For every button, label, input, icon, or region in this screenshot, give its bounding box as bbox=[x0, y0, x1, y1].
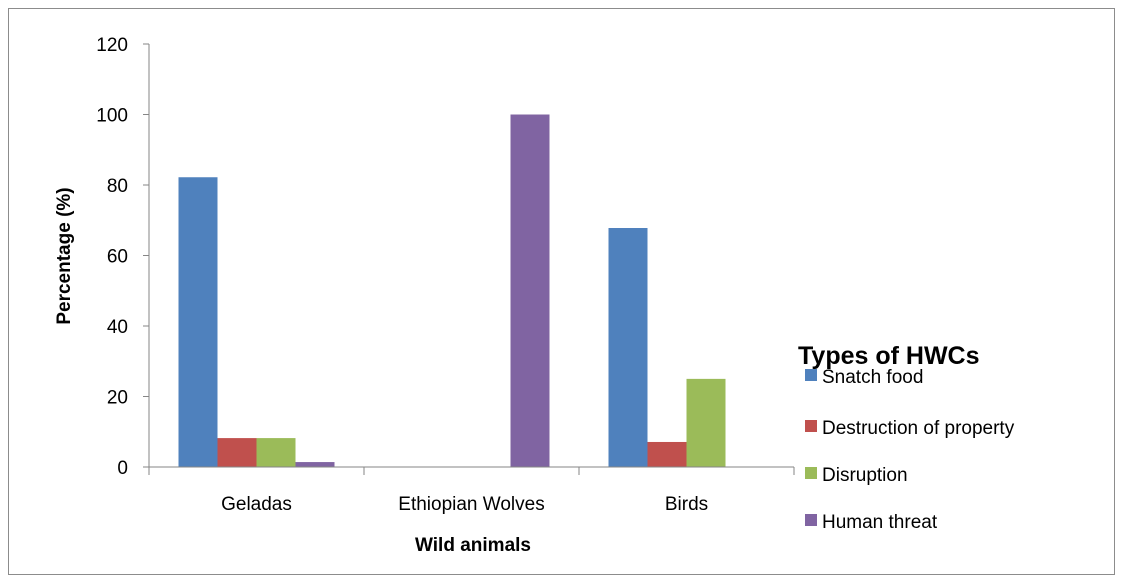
x-tick-label: Birds bbox=[665, 494, 708, 515]
legend-swatch bbox=[805, 514, 817, 526]
bar-disruption-birds bbox=[686, 378, 726, 467]
y-tick-label: 40 bbox=[107, 317, 128, 338]
bar-human-threat-ethiopian-wolves bbox=[510, 114, 550, 467]
bar-disruption-geladas bbox=[256, 438, 296, 467]
bar-destruction-of-property-birds bbox=[647, 441, 687, 467]
legend: Types of HWCs Snatch food Destruction of … bbox=[798, 342, 1015, 533]
bar-snatch-food-geladas bbox=[178, 177, 218, 467]
x-tick-label: Geladas bbox=[221, 494, 292, 515]
y-axis-title: Percentage (%) bbox=[54, 187, 75, 324]
legend-label: Human threat bbox=[822, 512, 938, 533]
y-tick-label: 120 bbox=[96, 35, 128, 56]
legend-label: Snatch food bbox=[822, 367, 923, 388]
plot-area: 0 20 40 60 80 100 120 Geladas Ethiopian Wolves Bi… bbox=[96, 35, 795, 515]
y-tick-label: 20 bbox=[107, 388, 128, 409]
x-tick-label: Ethiopian Wolves bbox=[398, 494, 544, 515]
y-tick-label: 100 bbox=[96, 106, 128, 127]
legend-swatch bbox=[805, 369, 817, 381]
bar-human-threat-geladas bbox=[295, 462, 335, 467]
bar-snatch-food-birds bbox=[608, 228, 648, 467]
y-tick-label: 60 bbox=[107, 247, 128, 268]
bar-destruction-of-property-geladas bbox=[217, 438, 257, 467]
legend-swatch bbox=[805, 467, 817, 479]
x-axis-title: Wild animals bbox=[415, 535, 531, 556]
y-tick-label: 0 bbox=[117, 458, 128, 479]
legend-title: Types of HWCs bbox=[798, 342, 980, 370]
legend-label: Destruction of property bbox=[822, 418, 1015, 439]
y-tick-label: 80 bbox=[107, 176, 128, 197]
legend-swatch bbox=[805, 420, 817, 432]
legend-label: Disruption bbox=[822, 465, 908, 486]
